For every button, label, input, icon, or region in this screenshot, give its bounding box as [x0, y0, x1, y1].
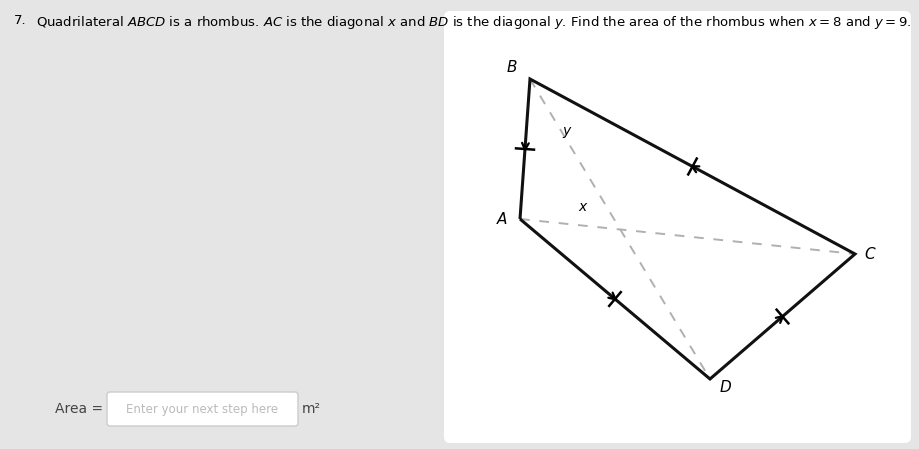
Text: Quadrilateral $\mathit{ABCD}$ is a rhombus. $\mathit{AC}$ is the diagonal $x$ an: Quadrilateral $\mathit{ABCD}$ is a rhomb… [36, 14, 912, 31]
Text: $A$: $A$ [496, 211, 508, 227]
Text: m²: m² [302, 402, 321, 416]
FancyBboxPatch shape [444, 11, 911, 443]
Text: Enter your next step here: Enter your next step here [127, 402, 278, 415]
Text: $y$: $y$ [562, 124, 573, 140]
Text: 7.: 7. [14, 14, 27, 27]
FancyBboxPatch shape [107, 392, 298, 426]
Text: $D$: $D$ [720, 379, 732, 395]
Text: $x$: $x$ [578, 200, 588, 214]
Text: $B$: $B$ [506, 59, 517, 75]
Text: $C$: $C$ [864, 246, 877, 262]
Text: Area =: Area = [55, 402, 103, 416]
